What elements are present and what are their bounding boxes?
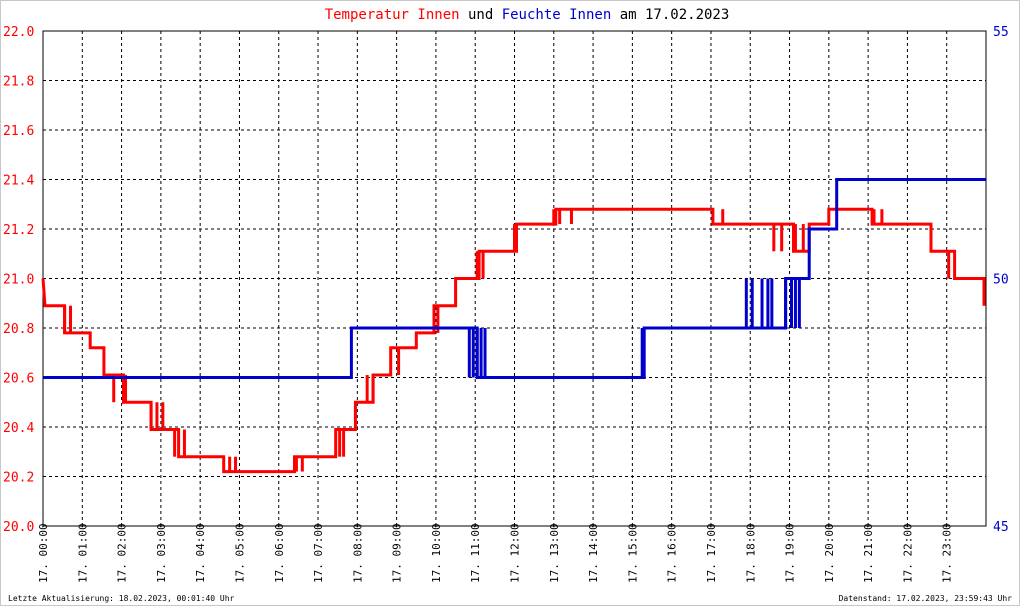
x-tick-label: 17. 11:00 — [469, 523, 482, 583]
x-tick-label: 17. 08:00 — [351, 523, 364, 583]
grid — [43, 31, 986, 526]
x-tick-label: 17. 14:00 — [587, 523, 600, 583]
x-tick-label: 17. 20:00 — [823, 523, 836, 583]
right-tick-label: 50 — [993, 273, 1009, 288]
x-tick-label: 17. 07:00 — [312, 523, 325, 583]
left-tick-label: 21.4 — [3, 174, 34, 189]
x-tick-label: 17. 21:00 — [862, 523, 875, 583]
title-part-1: und — [460, 7, 502, 23]
series-group — [41, 178, 986, 474]
x-tick-label: 17. 19:00 — [784, 523, 797, 583]
chart-title: Temperatur Innen und Feuchte Innen am 17… — [325, 7, 730, 23]
left-tick-label: 21.6 — [3, 124, 34, 139]
title-part-0: Temperatur Innen — [325, 7, 460, 23]
left-tick-label: 20.4 — [3, 421, 34, 436]
left-tick-label: 21.2 — [3, 223, 34, 238]
x-tick-label: 17. 13:00 — [548, 523, 561, 583]
right-tick-label: 55 — [993, 25, 1009, 40]
x-tick-label: 17. 15:00 — [626, 523, 639, 583]
left-tick-label: 20.8 — [3, 322, 34, 337]
x-tick-label: 17. 04:00 — [194, 523, 207, 583]
right-tick-label: 45 — [993, 520, 1009, 535]
footer-left: Letzte Aktualisierung: 18.02.2023, 00:01… — [8, 594, 235, 603]
x-tick-label: 17. 06:00 — [273, 523, 286, 583]
x-tick-label: 17. 22:00 — [901, 523, 914, 583]
x-tick-label: 17. 03:00 — [155, 523, 168, 583]
x-axis-ticks: 17. 00:00 17. 01:00 17. 02:00 17. 03:00 17. … — [37, 523, 954, 583]
x-tick-label: 17. 05:00 — [233, 523, 246, 583]
series-line-0 — [41, 207, 986, 474]
title-part-3: am 17.02.2023 — [611, 7, 729, 23]
left-tick-label: 20.0 — [3, 520, 34, 535]
x-tick-label: 17. 02:00 — [116, 523, 129, 583]
left-tick-label: 22.0 — [3, 25, 34, 40]
left-tick-label: 20.2 — [3, 471, 34, 486]
x-tick-label: 17. 17:00 — [705, 523, 718, 583]
title-part-2: Feuchte Innen — [502, 7, 612, 23]
x-tick-label: 17. 10:00 — [430, 523, 443, 583]
x-tick-label: 17. 12:00 — [509, 523, 522, 583]
series-line-1 — [43, 178, 986, 379]
x-tick-label: 17. 23:00 — [941, 523, 954, 583]
x-tick-label: 17. 09:00 — [391, 523, 404, 583]
x-tick-label: 17. 16:00 — [666, 523, 679, 583]
x-tick-label: 17. 01:00 — [76, 523, 89, 583]
x-tick-label: 17. 00:00 — [37, 523, 50, 583]
right-axis-ticks: 45 50 55 — [993, 25, 1009, 535]
left-tick-label: 21.8 — [3, 75, 34, 90]
left-tick-label: 21.0 — [3, 273, 34, 288]
left-axis-ticks: 20.0 20.2 20.4 20.6 20.8 21.0 21.2 21.4 21.6 21.8… — [3, 25, 34, 535]
footer-right: Datenstand: 17.02.2023, 23:59:43 Uhr — [839, 594, 1013, 603]
left-tick-label: 20.6 — [3, 372, 34, 387]
x-tick-label: 17. 18:00 — [744, 523, 757, 583]
